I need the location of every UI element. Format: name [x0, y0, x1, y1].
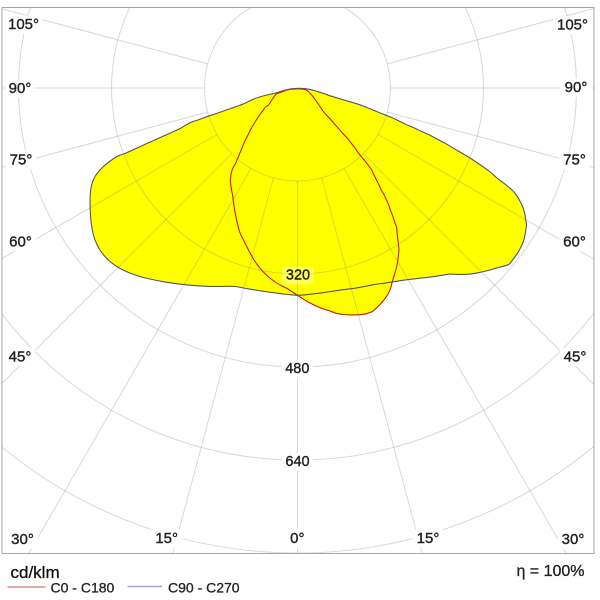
- svg-text:C90 - C270: C90 - C270: [168, 580, 240, 596]
- svg-text:105°: 105°: [557, 17, 588, 34]
- svg-text:η = 100%: η = 100%: [516, 563, 584, 580]
- svg-text:cd/klm: cd/klm: [11, 563, 60, 582]
- svg-text:30°: 30°: [562, 531, 585, 548]
- svg-text:60°: 60°: [9, 234, 32, 251]
- svg-text:60°: 60°: [563, 234, 586, 251]
- svg-text:90°: 90°: [565, 79, 588, 96]
- svg-text:30°: 30°: [11, 531, 34, 548]
- svg-text:75°: 75°: [563, 152, 586, 169]
- svg-text:105°: 105°: [8, 16, 39, 33]
- svg-text:0°: 0°: [290, 530, 304, 547]
- svg-text:640: 640: [285, 454, 309, 470]
- svg-text:15°: 15°: [155, 530, 178, 547]
- svg-text:480: 480: [285, 361, 309, 377]
- svg-text:45°: 45°: [564, 349, 587, 366]
- svg-text:90°: 90°: [9, 80, 32, 97]
- svg-text:15°: 15°: [417, 530, 440, 547]
- svg-text:75°: 75°: [10, 152, 33, 169]
- svg-text:45°: 45°: [9, 349, 32, 366]
- svg-text:C0 - C180: C0 - C180: [51, 580, 115, 596]
- svg-text:320: 320: [286, 268, 310, 284]
